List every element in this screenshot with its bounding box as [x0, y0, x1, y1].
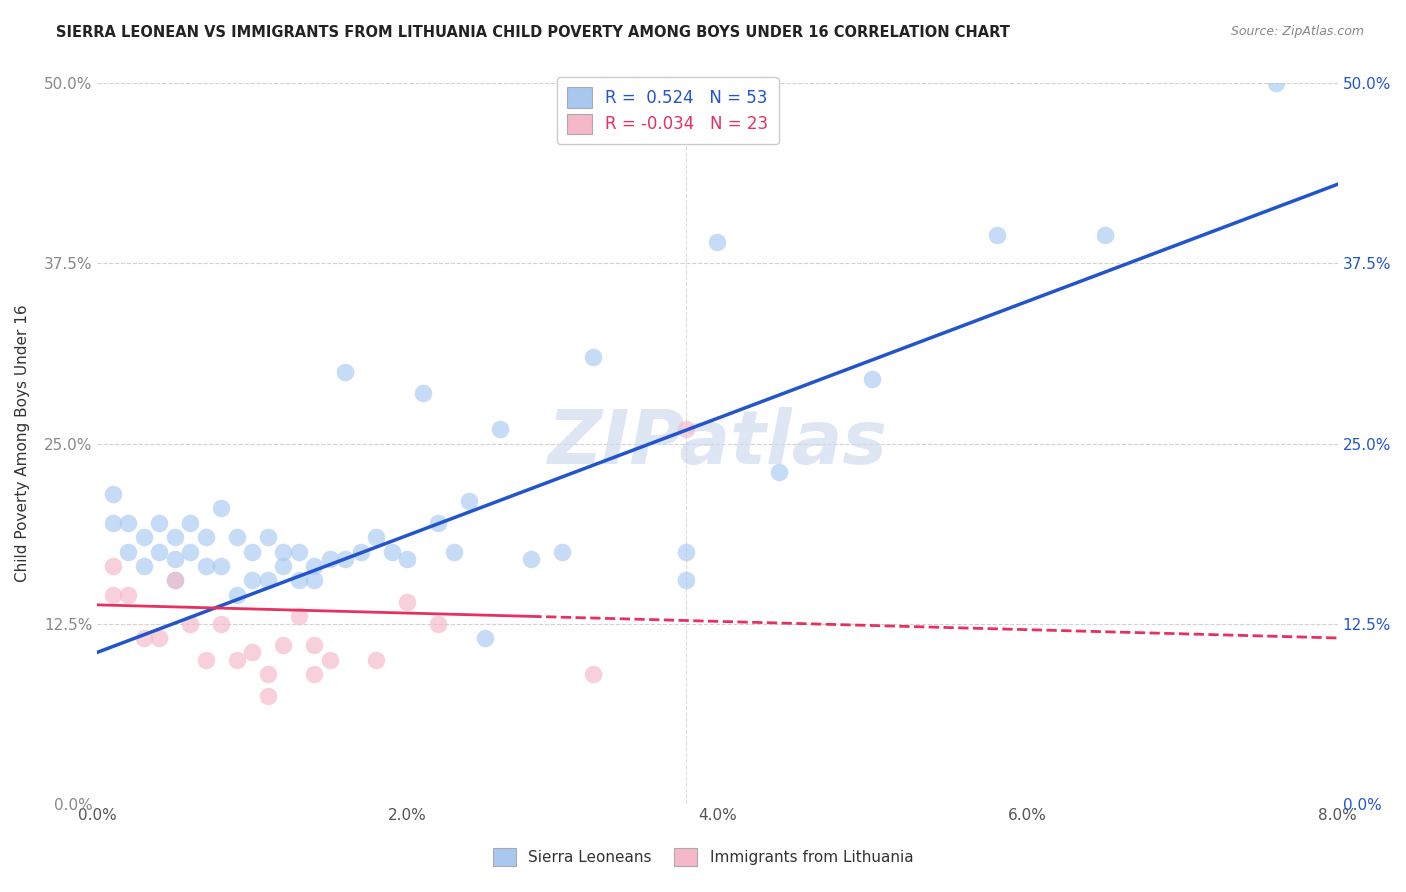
Point — [209, 616, 232, 631]
Point — [256, 574, 278, 588]
Point — [1094, 227, 1116, 242]
Point — [520, 551, 543, 566]
Point — [256, 530, 278, 544]
Point — [675, 422, 697, 436]
Point — [179, 516, 201, 530]
Point — [304, 667, 326, 681]
Point — [163, 551, 186, 566]
Point — [427, 516, 450, 530]
Point — [163, 574, 186, 588]
Point — [675, 544, 697, 558]
Point — [101, 588, 124, 602]
Legend: Sierra Leoneans, Immigrants from Lithuania: Sierra Leoneans, Immigrants from Lithuan… — [484, 838, 922, 875]
Point — [304, 558, 326, 573]
Point — [225, 652, 247, 666]
Point — [427, 616, 450, 631]
Text: SIERRA LEONEAN VS IMMIGRANTS FROM LITHUANIA CHILD POVERTY AMONG BOYS UNDER 16 CO: SIERRA LEONEAN VS IMMIGRANTS FROM LITHUA… — [56, 25, 1010, 40]
Point — [288, 609, 311, 624]
Legend: R =  0.524   N = 53, R = -0.034   N = 23: R = 0.524 N = 53, R = -0.034 N = 23 — [557, 78, 779, 144]
Point — [179, 544, 201, 558]
Point — [240, 574, 263, 588]
Point — [366, 530, 388, 544]
Point — [163, 530, 186, 544]
Point — [271, 638, 294, 652]
Text: ZIPatlas: ZIPatlas — [547, 407, 887, 480]
Point — [148, 516, 170, 530]
Point — [288, 574, 311, 588]
Point — [132, 530, 155, 544]
Point — [582, 350, 605, 364]
Point — [304, 574, 326, 588]
Point — [381, 544, 404, 558]
Point — [101, 516, 124, 530]
Point — [675, 574, 697, 588]
Y-axis label: Child Poverty Among Boys Under 16: Child Poverty Among Boys Under 16 — [15, 305, 30, 582]
Point — [551, 544, 574, 558]
Point — [366, 652, 388, 666]
Point — [335, 364, 357, 378]
Point — [101, 487, 124, 501]
Point — [271, 558, 294, 573]
Point — [1264, 77, 1286, 91]
Point — [194, 652, 217, 666]
Point — [132, 631, 155, 645]
Point — [474, 631, 496, 645]
Point — [458, 494, 481, 508]
Point — [256, 689, 278, 703]
Point — [582, 667, 605, 681]
Point — [304, 638, 326, 652]
Point — [768, 466, 790, 480]
Point — [706, 235, 728, 249]
Point — [194, 530, 217, 544]
Point — [412, 386, 434, 401]
Point — [350, 544, 373, 558]
Point — [117, 588, 139, 602]
Point — [194, 558, 217, 573]
Point — [335, 551, 357, 566]
Point — [489, 422, 512, 436]
Point — [240, 544, 263, 558]
Point — [209, 501, 232, 516]
Point — [209, 558, 232, 573]
Point — [225, 530, 247, 544]
Point — [148, 544, 170, 558]
Point — [132, 558, 155, 573]
Point — [101, 558, 124, 573]
Point — [319, 652, 342, 666]
Point — [179, 616, 201, 631]
Point — [163, 574, 186, 588]
Text: Source: ZipAtlas.com: Source: ZipAtlas.com — [1230, 25, 1364, 38]
Point — [319, 551, 342, 566]
Point — [443, 544, 465, 558]
Point — [117, 516, 139, 530]
Point — [117, 544, 139, 558]
Point — [862, 372, 884, 386]
Point — [288, 544, 311, 558]
Point — [256, 667, 278, 681]
Point — [240, 645, 263, 659]
Point — [148, 631, 170, 645]
Point — [225, 588, 247, 602]
Point — [986, 227, 1008, 242]
Point — [396, 551, 419, 566]
Point — [396, 595, 419, 609]
Point — [271, 544, 294, 558]
